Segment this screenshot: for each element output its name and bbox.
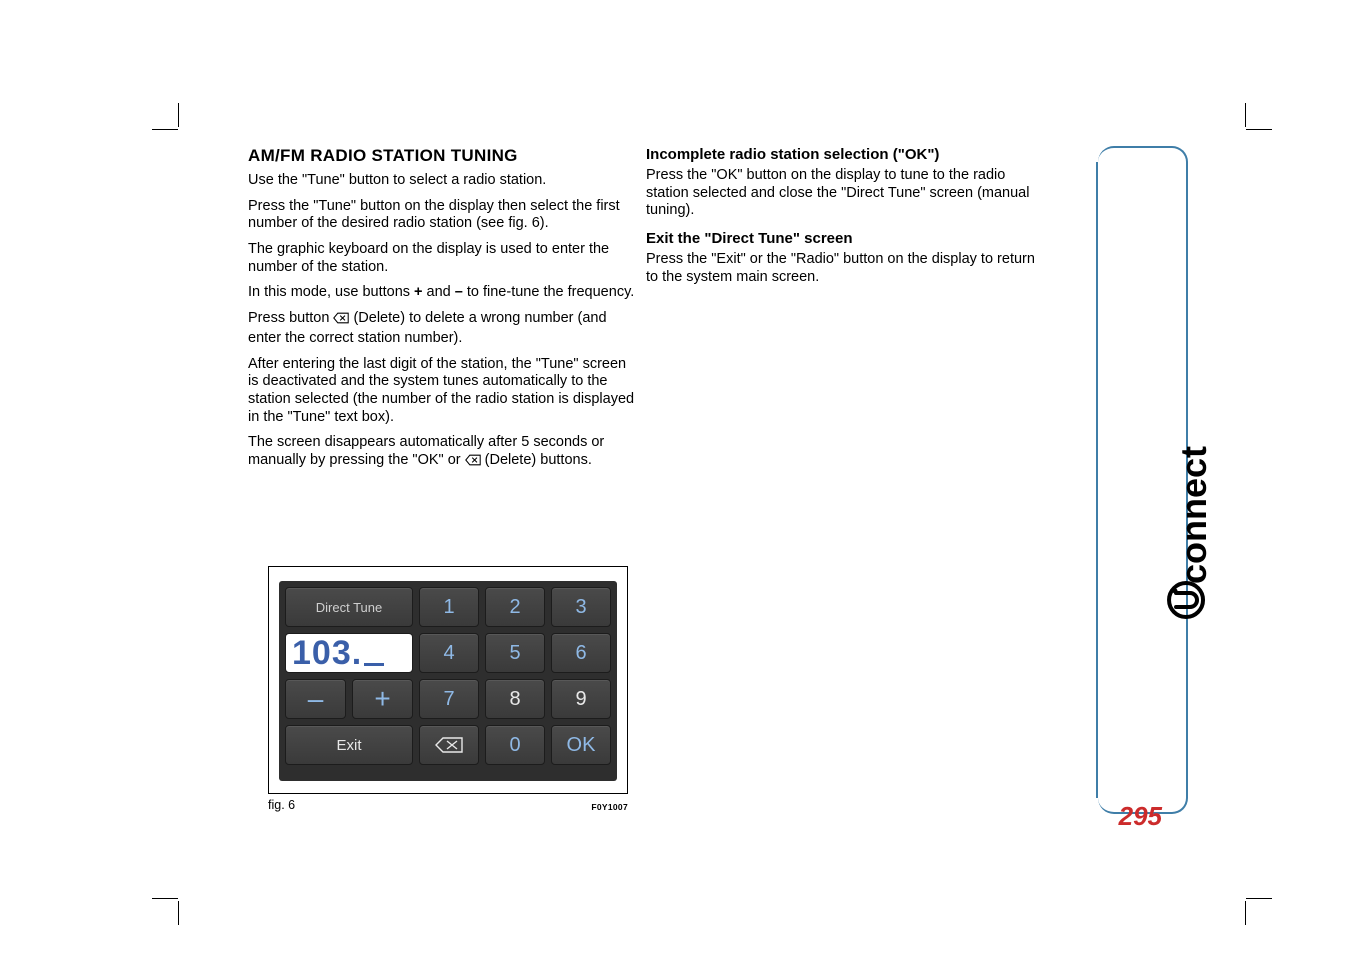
delete-icon: [333, 312, 349, 330]
keypad-9[interactable]: 9: [551, 679, 611, 719]
ok-button[interactable]: OK: [551, 725, 611, 765]
cursor: [364, 640, 384, 666]
text-fragment: Press button: [248, 310, 333, 326]
keypad-3[interactable]: 3: [551, 587, 611, 627]
figure-caption-row: fig. 6 F0Y1007: [268, 798, 628, 812]
screen-row: Exit 0 OK: [285, 725, 611, 765]
frequency-value: 103.: [292, 634, 362, 673]
text-fragment: and: [423, 284, 455, 300]
plus-minus-group: – +: [285, 679, 413, 719]
screen-row: Direct Tune 1 2 3: [285, 587, 611, 627]
body-text: Press button (Delete) to delete a wrong …: [248, 310, 638, 347]
subsection-heading: Exit the "Direct Tune" screen: [646, 230, 1036, 247]
keypad-5[interactable]: 5: [485, 633, 545, 673]
delete-button[interactable]: [419, 725, 479, 765]
crop-mark: [1245, 901, 1246, 925]
screen-row: 103. 4 5 6: [285, 633, 611, 673]
page: AM/FM RADIO STATION TUNING Use the "Tune…: [0, 0, 1350, 954]
body-text: Press the "Tune" button on the display t…: [248, 198, 638, 233]
delete-icon: [465, 454, 481, 472]
body-text: Press the "OK" button on the display to …: [646, 167, 1036, 220]
direct-tune-screen: Direct Tune 1 2 3 103. 4 5 6 – + 7: [279, 581, 617, 781]
keypad-8[interactable]: 8: [485, 679, 545, 719]
keypad-2[interactable]: 2: [485, 587, 545, 627]
text-fragment: In this mode, use buttons: [248, 284, 414, 300]
crop-mark: [152, 898, 178, 899]
keypad-7[interactable]: 7: [419, 679, 479, 719]
keypad-1[interactable]: 1: [419, 587, 479, 627]
body-text: Use the "Tune" button to select a radio …: [248, 172, 638, 190]
minus-symbol: –: [455, 284, 463, 300]
right-column: Incomplete radio station selection ("OK"…: [646, 146, 1036, 294]
minus-button[interactable]: –: [285, 679, 346, 719]
uconnect-logo: connect: [1166, 446, 1215, 620]
plus-symbol: +: [414, 284, 422, 300]
crop-mark: [1245, 103, 1246, 127]
crop-mark: [178, 901, 179, 925]
crop-mark: [152, 129, 178, 130]
body-text: After entering the last digit of the sta…: [248, 356, 638, 427]
u-logo-icon: [1166, 584, 1206, 620]
crop-mark: [1246, 129, 1272, 130]
page-number: 295: [1119, 801, 1162, 832]
section-heading: AM/FM RADIO STATION TUNING: [248, 146, 638, 166]
keypad-6[interactable]: 6: [551, 633, 611, 673]
frequency-display: 103.: [285, 633, 413, 673]
brand-text: connect: [1173, 446, 1214, 584]
body-text: The screen disappears automatically afte…: [248, 434, 638, 471]
plus-button[interactable]: +: [352, 679, 413, 719]
figure-6: Direct Tune 1 2 3 103. 4 5 6 – + 7: [268, 566, 628, 812]
keypad-4[interactable]: 4: [419, 633, 479, 673]
figure-frame: Direct Tune 1 2 3 103. 4 5 6 – + 7: [268, 566, 628, 794]
keypad-0[interactable]: 0: [485, 725, 545, 765]
text-fragment: to fine-tune the frequency.: [463, 284, 634, 300]
exit-button[interactable]: Exit: [285, 725, 413, 765]
direct-tune-label: Direct Tune: [285, 587, 413, 627]
crop-mark: [178, 103, 179, 127]
screen-row: – + 7 8 9: [285, 679, 611, 719]
figure-number: fig. 6: [268, 798, 295, 812]
crop-mark: [1246, 898, 1272, 899]
subsection-heading: Incomplete radio station selection ("OK"…: [646, 146, 1036, 163]
body-text: Press the "Exit" or the "Radio" button o…: [646, 251, 1036, 286]
body-text: The graphic keyboard on the display is u…: [248, 241, 638, 276]
body-text: In this mode, use buttons + and – to fin…: [248, 284, 638, 302]
left-column: AM/FM RADIO STATION TUNING Use the "Tune…: [248, 146, 638, 480]
figure-code: F0Y1007: [591, 802, 628, 812]
text-fragment: (Delete) buttons.: [481, 452, 592, 468]
